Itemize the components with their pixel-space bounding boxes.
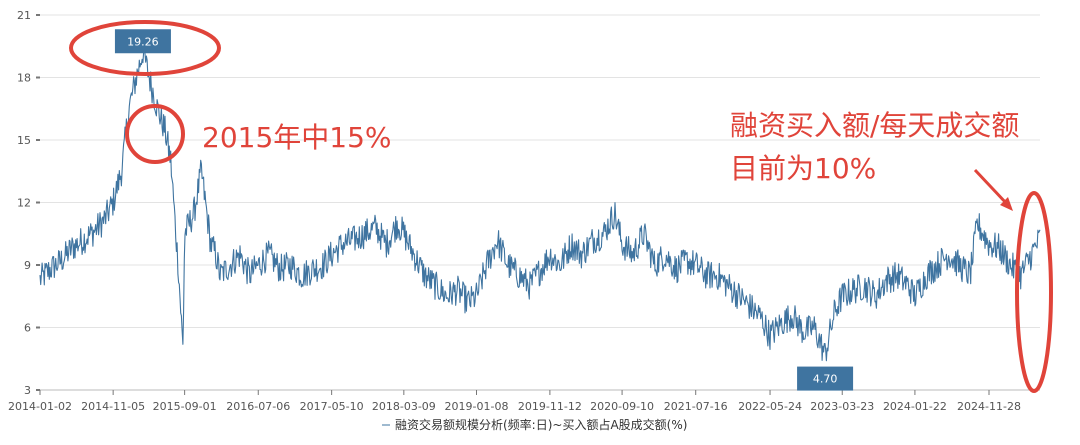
x-tick-label: 2015-09-01 [153, 400, 217, 413]
x-tick-label: 2024-11-28 [957, 400, 1021, 413]
x-tick-label: 2019-11-12 [518, 400, 582, 413]
annotation-arrow-head [1000, 197, 1013, 211]
data-labels: 19.26 4.70 [114, 29, 854, 391]
x-axis: 2014-01-02 2014-11-05 2015-09-01 2016-07-06… [8, 389, 1040, 413]
x-tick-label: 2024-01-22 [883, 400, 947, 413]
x-tick-label: 2014-11-05 [81, 400, 145, 413]
series-line-margin-buy-ratio [39, 42, 1041, 362]
y-tick-label: 15 [17, 134, 31, 147]
mid2015-highlight-circle [125, 104, 185, 164]
y-tick-label: 21 [17, 9, 31, 22]
gridlines [40, 14, 1040, 391]
annotation-ratio-current: 目前为10% [730, 152, 876, 185]
x-tick-label: 2020-09-10 [590, 400, 654, 413]
annotation-ratio-title: 融资买入额/每天成交额 [730, 109, 1019, 142]
data-label-value: 19.26 [127, 35, 159, 48]
x-tick-label: 2019-01-08 [445, 400, 509, 413]
annotations: 2015年中15% 融资买入额/每天成交额 目前为10% [69, 20, 1053, 393]
legend: 融资交易额规模分析(频率:日)~买入额占A股成交额(%) [382, 417, 687, 432]
y-tick-label: 6 [24, 322, 31, 335]
y-tick-label: 9 [24, 259, 31, 272]
x-tick-label: 2014-01-02 [8, 400, 72, 413]
x-tick-label: 2018-03-09 [372, 400, 436, 413]
x-tick-label: 2022-05-24 [738, 400, 802, 413]
y-tick-label: 18 [17, 72, 31, 85]
x-tick-label: 2017-05-10 [300, 400, 364, 413]
legend-label: 融资交易额规模分析(频率:日)~买入额占A股成交额(%) [395, 417, 687, 432]
x-tick-label: 2021-07-16 [664, 400, 728, 413]
data-label-box [797, 366, 854, 391]
data-label-box [114, 29, 171, 54]
y-tick-label: 12 [17, 197, 31, 210]
annotation-mid2015: 2015年中15% [202, 121, 392, 154]
annotation-arrow-line [973, 168, 1009, 206]
x-tick-label: 2016-07-06 [226, 400, 290, 413]
y-tick-label: 3 [24, 384, 31, 397]
peak-highlight-ellipse [69, 20, 221, 76]
data-label-value: 4.70 [813, 373, 838, 386]
current-highlight-ellipse [1015, 191, 1053, 393]
y-axis: 3 6 9 12 15 18 21 [17, 9, 40, 397]
x-tick-label: 2023-03-23 [810, 400, 874, 413]
